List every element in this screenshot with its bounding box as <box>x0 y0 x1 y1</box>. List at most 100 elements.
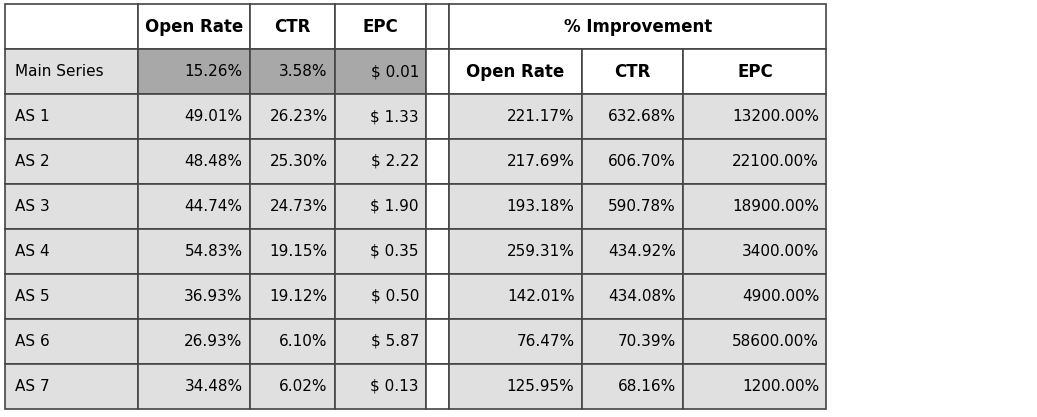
Bar <box>5 4 138 49</box>
Text: 19.15%: 19.15% <box>270 244 328 259</box>
Text: 3.58%: 3.58% <box>279 64 328 79</box>
Text: 68.16%: 68.16% <box>618 379 676 394</box>
Text: 48.48%: 48.48% <box>185 154 243 169</box>
Text: 3400.00%: 3400.00% <box>741 244 819 259</box>
Bar <box>335 49 426 94</box>
Bar <box>5 274 138 319</box>
Bar <box>449 229 582 274</box>
Text: $ 2.22: $ 2.22 <box>370 154 419 169</box>
Bar <box>138 274 250 319</box>
Bar <box>426 364 449 409</box>
Text: AS 4: AS 4 <box>15 244 49 259</box>
Bar <box>250 4 335 49</box>
Text: 221.17%: 221.17% <box>507 109 574 124</box>
Bar <box>335 319 426 364</box>
Text: 1200.00%: 1200.00% <box>742 379 819 394</box>
Text: $ 0.35: $ 0.35 <box>370 244 419 259</box>
Text: 259.31%: 259.31% <box>507 244 574 259</box>
Text: 15.26%: 15.26% <box>185 64 243 79</box>
Bar <box>5 94 138 139</box>
Bar <box>449 319 582 364</box>
Text: % Improvement: % Improvement <box>564 18 711 35</box>
Bar <box>426 274 449 319</box>
Bar <box>683 49 826 94</box>
Bar <box>582 319 683 364</box>
Text: AS 6: AS 6 <box>15 334 50 349</box>
Bar <box>582 274 683 319</box>
Text: 36.93%: 36.93% <box>185 289 243 304</box>
Bar <box>5 49 138 94</box>
Bar <box>582 139 683 184</box>
Bar <box>449 364 582 409</box>
Text: CTR: CTR <box>274 18 311 35</box>
Bar <box>449 4 826 49</box>
Bar <box>449 94 582 139</box>
Text: 44.74%: 44.74% <box>185 199 243 214</box>
Bar <box>683 139 826 184</box>
Bar <box>138 229 250 274</box>
Text: EPC: EPC <box>737 63 773 80</box>
Bar <box>582 49 683 94</box>
Text: 4900.00%: 4900.00% <box>741 289 819 304</box>
Text: 125.95%: 125.95% <box>507 379 574 394</box>
Bar <box>683 94 826 139</box>
Bar <box>250 49 335 94</box>
Bar <box>335 274 426 319</box>
Bar <box>5 139 138 184</box>
Bar <box>683 319 826 364</box>
Text: 217.69%: 217.69% <box>507 154 574 169</box>
Bar <box>250 94 335 139</box>
Bar <box>426 94 449 139</box>
Bar <box>5 184 138 229</box>
Bar <box>138 4 250 49</box>
Text: CTR: CTR <box>614 63 651 80</box>
Bar <box>582 94 683 139</box>
Text: 193.18%: 193.18% <box>507 199 574 214</box>
Bar <box>138 94 250 139</box>
Bar <box>138 184 250 229</box>
Bar <box>426 139 449 184</box>
Text: 54.83%: 54.83% <box>185 244 243 259</box>
Bar <box>250 274 335 319</box>
Text: 434.92%: 434.92% <box>609 244 676 259</box>
Bar <box>335 364 426 409</box>
Text: 632.68%: 632.68% <box>608 109 676 124</box>
Text: Open Rate: Open Rate <box>467 63 564 80</box>
Text: 26.93%: 26.93% <box>185 334 243 349</box>
Text: 590.78%: 590.78% <box>609 199 676 214</box>
Text: $ 1.33: $ 1.33 <box>370 109 419 124</box>
Bar <box>250 139 335 184</box>
Bar <box>5 319 138 364</box>
Text: 24.73%: 24.73% <box>270 199 328 214</box>
Bar <box>335 184 426 229</box>
Text: 76.47%: 76.47% <box>516 334 574 349</box>
Bar <box>449 49 582 94</box>
Bar <box>426 229 449 274</box>
Text: EPC: EPC <box>363 18 398 35</box>
Bar <box>5 364 138 409</box>
Bar <box>426 49 449 94</box>
Bar <box>5 229 138 274</box>
Text: AS 7: AS 7 <box>15 379 49 394</box>
Text: AS 5: AS 5 <box>15 289 49 304</box>
Text: 26.23%: 26.23% <box>270 109 328 124</box>
Text: 434.08%: 434.08% <box>609 289 676 304</box>
Text: 18900.00%: 18900.00% <box>732 199 819 214</box>
Bar <box>138 49 250 94</box>
Bar <box>138 364 250 409</box>
Text: AS 2: AS 2 <box>15 154 49 169</box>
Text: 58600.00%: 58600.00% <box>732 334 819 349</box>
Bar <box>250 364 335 409</box>
Bar <box>582 184 683 229</box>
Text: 34.48%: 34.48% <box>185 379 243 394</box>
Bar <box>449 184 582 229</box>
Bar <box>335 139 426 184</box>
Bar <box>449 274 582 319</box>
Text: Open Rate: Open Rate <box>145 18 243 35</box>
Bar <box>683 229 826 274</box>
Text: AS 1: AS 1 <box>15 109 49 124</box>
Text: 142.01%: 142.01% <box>507 289 574 304</box>
Bar <box>426 4 449 49</box>
Bar <box>426 319 449 364</box>
Bar <box>582 364 683 409</box>
